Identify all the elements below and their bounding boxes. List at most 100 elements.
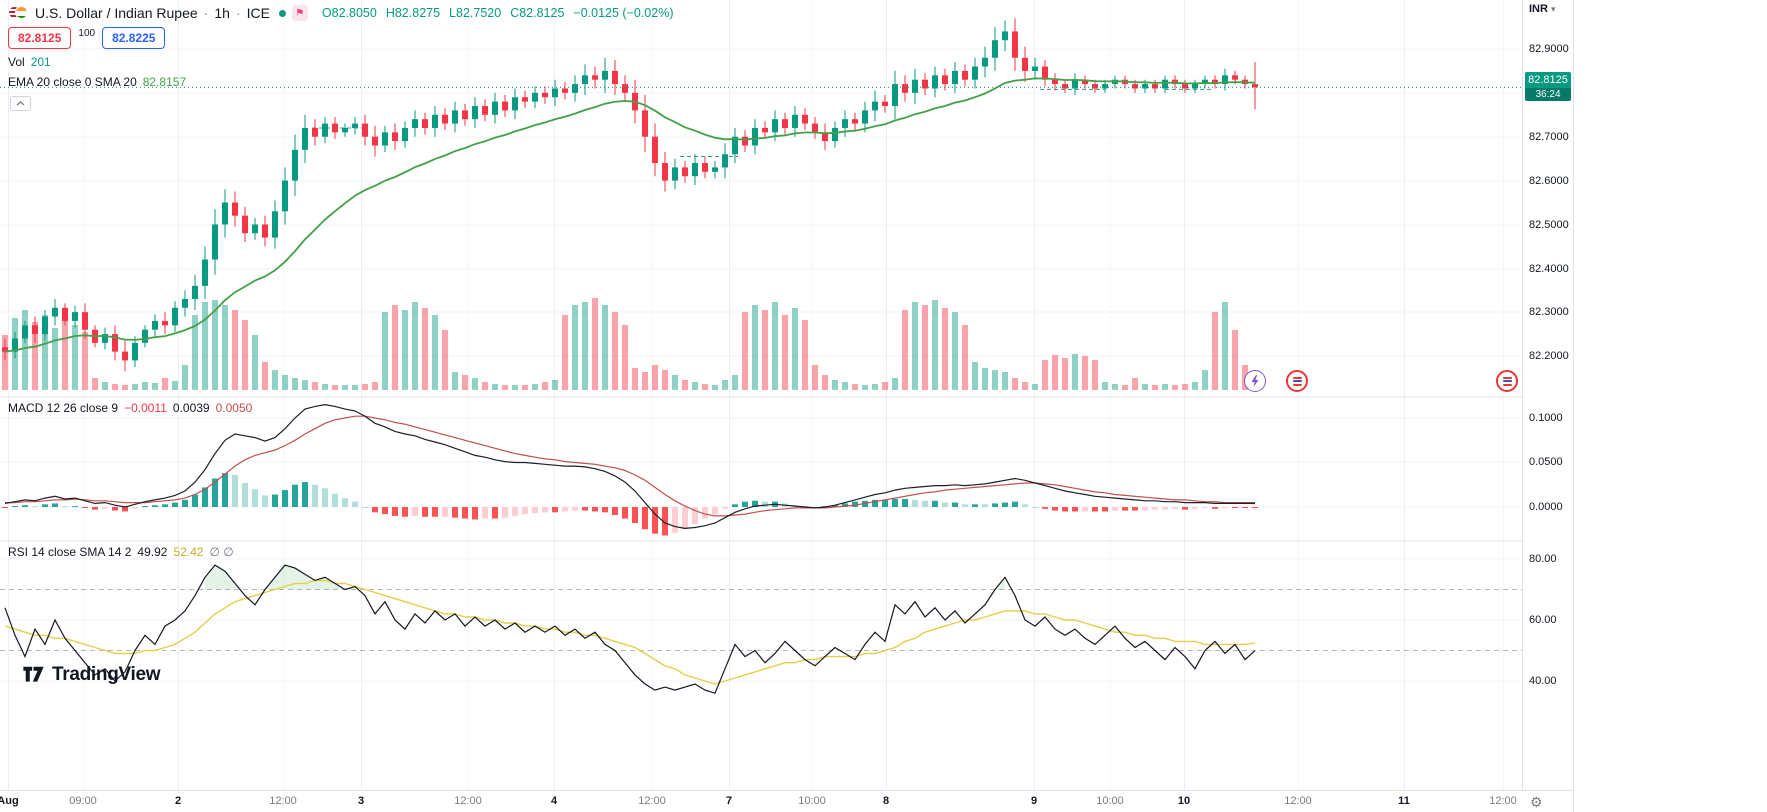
candle-body <box>102 334 108 343</box>
settings-gear-icon[interactable]: ⚙ <box>1530 794 1543 810</box>
candle-body <box>342 127 348 133</box>
tradingview-logo[interactable]: TradingView <box>22 664 161 686</box>
price-axis[interactable]: INR ▾ 82.9000 82.7000 82.6000 82.5000 82.400… <box>1522 0 1572 790</box>
macd-histogram-bar <box>182 499 188 507</box>
volume-bar <box>1082 356 1088 390</box>
flag-icon[interactable]: ⚑ <box>291 5 308 21</box>
macd-histogram-bar <box>1092 507 1098 512</box>
currency-selector[interactable]: INR ▾ <box>1529 3 1555 15</box>
rsi-line <box>4 564 1256 694</box>
candle-body <box>492 101 498 115</box>
volume-bar <box>912 302 918 390</box>
volume-bar <box>2 335 8 390</box>
macd-histogram-bar <box>1062 507 1068 512</box>
sell-button[interactable]: 82.8125 <box>8 27 72 49</box>
macd-histogram-bar <box>652 507 658 534</box>
last-price-badge: 82.8125 36:24 <box>1525 72 1571 101</box>
candle-body <box>62 307 68 321</box>
candle-body <box>1062 84 1068 89</box>
macd-histogram-bar <box>372 507 378 513</box>
candle-body <box>402 127 408 142</box>
volume-bar <box>902 310 908 390</box>
macd-histogram-bar <box>1212 507 1218 509</box>
volume-bar <box>1172 385 1178 390</box>
volume-bar <box>22 310 28 390</box>
macd-histogram-bar <box>512 507 518 516</box>
macd-histogram-bar <box>1132 507 1138 511</box>
lightning-icon[interactable] <box>1244 370 1266 392</box>
macd-histogram-bar <box>972 504 978 507</box>
macd-histogram-bar <box>742 501 748 507</box>
macd-histogram-bar <box>712 507 718 515</box>
volume-bar <box>592 298 598 390</box>
volume-bar <box>92 378 98 390</box>
volume-bar <box>292 378 298 390</box>
macd-histogram-bar <box>12 506 18 508</box>
volume-bar <box>822 375 828 390</box>
ema-legend[interactable]: EMA 20 close 0 SMA 20 82.8157 <box>8 75 186 89</box>
candle-body <box>912 79 918 93</box>
candle-body <box>322 123 328 137</box>
candle-body <box>962 70 968 80</box>
macd-histogram-bar <box>882 499 888 507</box>
volume-bar <box>1192 382 1198 390</box>
volume-bar <box>422 308 428 390</box>
axis-tick-label: 82.2000 <box>1529 350 1569 362</box>
candle-body <box>112 334 118 352</box>
volume-bar <box>922 305 928 390</box>
macd-histogram-bar <box>1072 507 1078 512</box>
macd-histogram-bar <box>82 507 88 508</box>
macd-histogram-bar <box>1222 507 1228 508</box>
candle-body <box>1042 66 1048 80</box>
axis-tick-label: 82.9000 <box>1529 43 1569 55</box>
macd-histogram-bar <box>672 507 678 533</box>
candle-body <box>862 110 868 124</box>
macd-label: MACD 12 26 close 9 <box>8 401 119 415</box>
macd-value: 0.0039 <box>172 401 210 415</box>
open-value: O82.8050 <box>321 6 377 20</box>
macd-histogram-bar <box>522 507 528 515</box>
candle-body <box>452 110 458 124</box>
buy-button[interactable]: 82.8225 <box>102 27 166 49</box>
macd-signal-value: 0.0050 <box>215 401 253 415</box>
candle-body <box>1222 75 1228 85</box>
volume-bar <box>1182 384 1188 390</box>
economic-event-icon[interactable] <box>1286 370 1308 392</box>
volume-bar <box>82 332 88 390</box>
volume-bar <box>882 382 888 390</box>
candle-body <box>892 84 898 107</box>
macd-legend[interactable]: MACD 12 26 close 9 −0.0011 0.0039 0.0050 <box>8 401 252 415</box>
time-axis[interactable]: Aug 09:00 2 12:00 3 12:00 4 12:00 7 10:00 8 9 10:00 1… <box>0 790 1573 812</box>
volume-legend[interactable]: Vol 201 <box>8 55 51 69</box>
symbol-legend[interactable]: U.S. Dollar / Indian Rupee · 1h · ICE ⚑ … <box>8 5 673 21</box>
macd-histogram-bar <box>682 507 688 530</box>
economic-event-icon[interactable] <box>1496 370 1518 392</box>
candle-body <box>672 167 678 181</box>
chart-svg[interactable] <box>0 0 1522 790</box>
volume-bar <box>122 385 128 390</box>
volume-bar <box>652 365 658 390</box>
rsi-overbought-fill <box>205 565 235 590</box>
candle-body <box>562 88 568 93</box>
volume-bar <box>192 315 198 390</box>
timeframe-label[interactable]: 1h <box>214 5 230 21</box>
chart-canvas[interactable]: U.S. Dollar / Indian Rupee · 1h · ICE ⚑ … <box>0 0 1522 790</box>
candle-body <box>842 119 848 128</box>
candle-body <box>372 136 378 146</box>
rsi-legend[interactable]: RSI 14 close SMA 14 2 49.92 52.42 ∅ ∅ <box>8 545 234 559</box>
ema-value: 82.8157 <box>142 75 187 89</box>
volume-bar <box>612 312 618 390</box>
collapse-legend-button[interactable] <box>10 96 31 111</box>
macd-histogram-bar <box>282 490 288 507</box>
time-tick-label: 7 <box>725 795 733 807</box>
volume-bar <box>892 378 898 390</box>
axis-tick-label: 82.4000 <box>1529 263 1569 275</box>
candle-body <box>1082 79 1088 85</box>
volume-bar <box>212 300 218 390</box>
macd-histogram-bar <box>592 507 598 512</box>
macd-histogram-bar <box>832 505 838 507</box>
macd-histogram-bar <box>762 501 768 507</box>
candle-body <box>232 202 238 216</box>
volume-bar <box>1052 355 1058 390</box>
macd-histogram-bar <box>1252 507 1258 508</box>
